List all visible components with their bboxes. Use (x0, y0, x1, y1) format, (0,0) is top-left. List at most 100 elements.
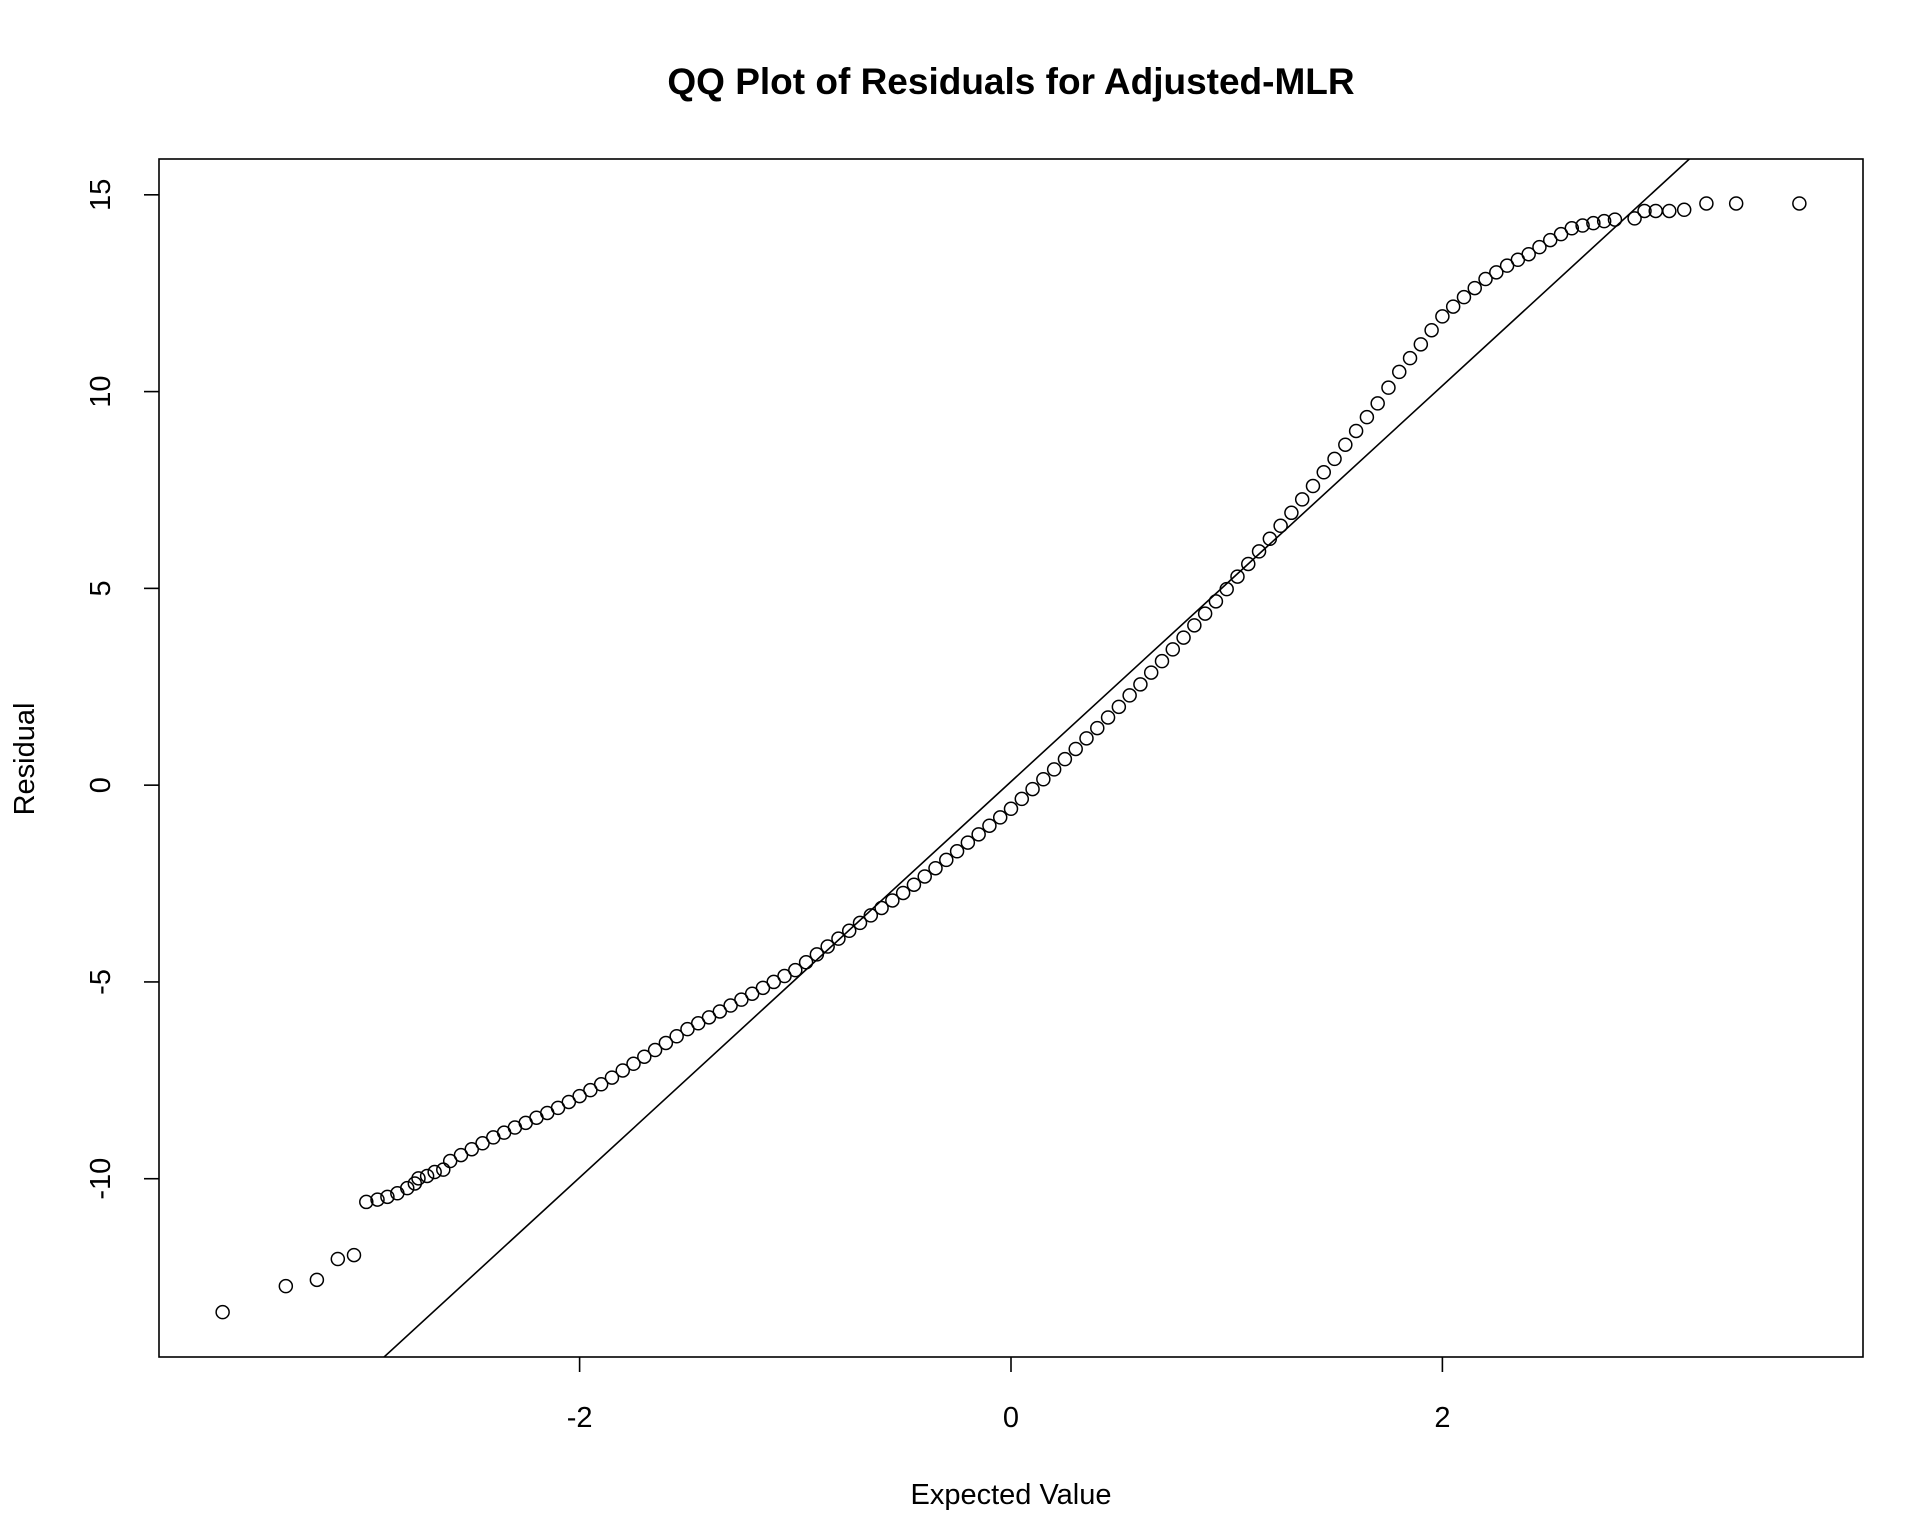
point (1564, 221, 1580, 236)
point (841, 923, 857, 939)
point (1627, 211, 1642, 226)
point (1413, 337, 1429, 352)
point (615, 1063, 630, 1078)
point (278, 1278, 294, 1294)
point (1424, 322, 1439, 338)
point (1090, 720, 1105, 736)
point (1316, 465, 1332, 480)
point (1068, 741, 1083, 757)
point (1596, 213, 1612, 229)
point (1435, 309, 1450, 324)
point (755, 980, 771, 996)
point (1294, 492, 1310, 507)
point (1176, 630, 1191, 645)
point (1057, 751, 1073, 767)
point (992, 810, 1008, 825)
plot-area (215, 159, 1807, 1357)
point (1499, 258, 1515, 273)
point (1728, 196, 1744, 211)
point (359, 1194, 374, 1210)
point (723, 998, 738, 1013)
point (604, 1070, 620, 1085)
point (1381, 380, 1396, 395)
point (1187, 618, 1202, 633)
point (1478, 271, 1493, 287)
point (1338, 437, 1353, 452)
point (453, 1147, 469, 1163)
x-tick-label: 2 (1434, 1402, 1450, 1434)
point (906, 877, 922, 892)
point (1521, 246, 1536, 262)
point (572, 1088, 587, 1104)
point (593, 1077, 609, 1092)
point (647, 1042, 663, 1058)
y-tick-label: 15 (85, 179, 117, 211)
point (1676, 202, 1692, 218)
point (637, 1049, 652, 1064)
point (1586, 215, 1601, 231)
reference-line (382, 159, 1691, 1357)
point (1036, 772, 1051, 787)
point (1445, 299, 1461, 314)
point (928, 860, 943, 876)
y-tick-label: 10 (85, 375, 117, 407)
point (798, 955, 814, 970)
x-tick-label: -2 (567, 1402, 593, 1434)
point (419, 1168, 435, 1184)
point (1079, 731, 1094, 746)
point (442, 1153, 458, 1169)
point (982, 818, 997, 833)
point (831, 931, 846, 946)
point (1111, 699, 1127, 715)
point (427, 1164, 442, 1180)
point (1284, 505, 1299, 521)
point (1542, 232, 1558, 248)
point (1575, 218, 1590, 233)
point (1792, 196, 1807, 211)
point (550, 1100, 566, 1116)
point (1230, 569, 1245, 584)
x-tick-label: 0 (1003, 1402, 1019, 1434)
point (1305, 478, 1321, 494)
point (690, 1016, 706, 1031)
point (1607, 212, 1623, 227)
point (917, 869, 932, 884)
point (330, 1251, 346, 1267)
point (626, 1056, 641, 1072)
point (1456, 289, 1472, 305)
point (658, 1035, 674, 1051)
point (1143, 665, 1159, 680)
point (874, 900, 889, 916)
point (1489, 265, 1504, 280)
point (1154, 653, 1170, 669)
point (680, 1021, 695, 1037)
point (744, 986, 760, 1001)
point (820, 939, 835, 954)
point (766, 974, 781, 990)
point (475, 1136, 490, 1151)
point (1251, 544, 1267, 559)
point (863, 908, 879, 923)
point (1467, 280, 1482, 296)
point (1637, 203, 1652, 219)
point (1662, 203, 1677, 219)
point (1197, 606, 1213, 621)
point (949, 844, 965, 859)
point (712, 1004, 728, 1019)
point (1208, 594, 1224, 609)
point (1133, 677, 1148, 692)
point (971, 827, 986, 842)
point (1014, 791, 1030, 807)
point (1532, 239, 1547, 255)
point (734, 992, 749, 1007)
point (895, 885, 911, 901)
point (809, 947, 825, 962)
point (1025, 781, 1040, 797)
point (1003, 801, 1019, 817)
point (939, 852, 954, 868)
point (788, 962, 803, 978)
point (411, 1171, 426, 1186)
point (1359, 409, 1375, 425)
chart-title: QQ Plot of Residuals for Adjusted-MLR (667, 61, 1354, 102)
